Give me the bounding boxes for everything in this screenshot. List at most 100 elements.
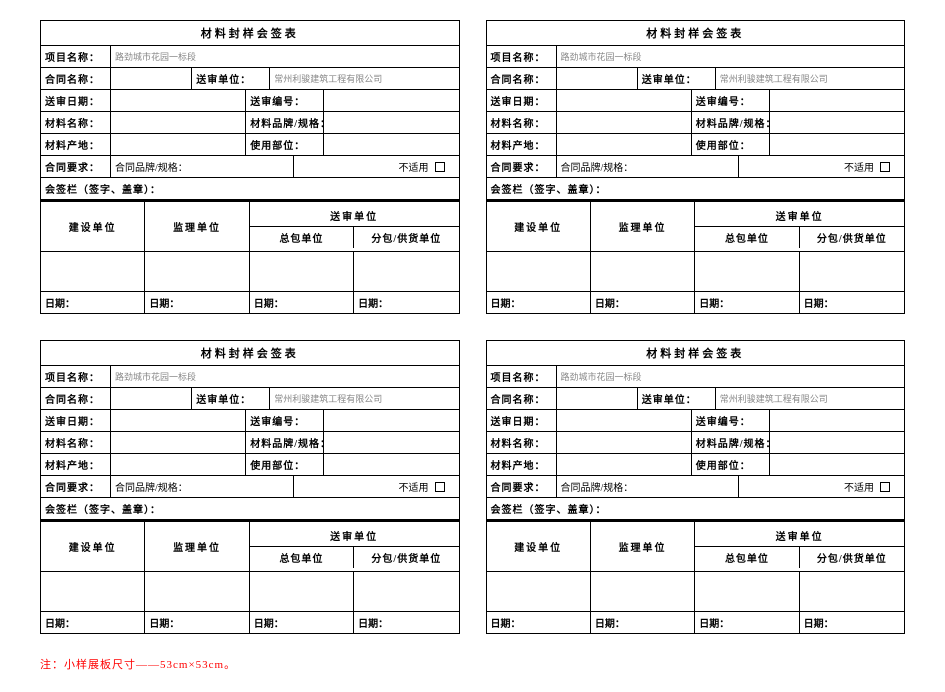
label-material-brand-spec: 材料品牌/规格： [246, 112, 324, 133]
date-general: 日期： [250, 292, 354, 313]
value-material-brand-spec [770, 432, 904, 453]
label-use-location: 使用部位： [692, 134, 770, 155]
hdr-supervise-unit: 监理单位 [591, 522, 695, 571]
value-material-origin [557, 134, 692, 155]
signature-header: 建设单位 监理单位 送审单位 总包单位 分包/供货单位 [41, 200, 459, 252]
label-review-date: 送审日期： [487, 90, 557, 111]
date-cell: 日期： [800, 292, 904, 313]
hdr-supervise-unit: 监理单位 [591, 202, 695, 251]
hdr-sub-supply: 分包/供货单位 [800, 227, 904, 248]
signature-body [487, 572, 905, 612]
date-cell: 日期： [591, 292, 695, 313]
label-material-name: 材料名称： [41, 432, 111, 453]
hdr-supervise-unit: 监理单位 [145, 522, 249, 571]
label-project-name: 项目名称： [41, 46, 111, 67]
hdr-build-unit: 建设单位 [41, 522, 145, 571]
label-contract-name: 合同名称： [41, 388, 111, 409]
label-contract-brand-spec: 合同品牌/规格： [557, 156, 740, 177]
label-review-no: 送审编号： [246, 410, 324, 431]
label-use-location: 使用部位： [246, 454, 324, 475]
label-contract-name: 合同名称： [41, 68, 111, 89]
label-material-brand-spec: 材料品牌/规格： [692, 112, 770, 133]
form-card: 材料封样会签表 项目名称： 路劲城市花园一标段 合同名称： 送审单位： 常州利骏… [486, 340, 906, 634]
label-sign-column: 会签栏（签字、盖章）： [41, 498, 459, 519]
date-cell: 日期： [41, 612, 145, 633]
label-material-name: 材料名称： [41, 112, 111, 133]
value-review-no [324, 90, 458, 111]
footnote: 注：小样展板尺寸——53cm×53cm。 [40, 656, 905, 672]
form-title: 材料封样会签表 [487, 341, 905, 366]
value-material-origin [111, 134, 246, 155]
value-contract-name [111, 68, 192, 89]
value-contract-name [111, 388, 192, 409]
value-project-name: 路劲城市花园一标段 [557, 366, 905, 387]
label-material-origin: 材料产地： [487, 454, 557, 475]
hdr-general-contract: 总包单位 [250, 227, 354, 248]
label-material-origin: 材料产地： [41, 454, 111, 475]
label-contract-req: 合同要求： [487, 476, 557, 497]
label-review-unit: 送审单位： [192, 68, 270, 89]
date-build: 日期： [41, 292, 145, 313]
checkbox-not-applicable[interactable] [880, 162, 890, 172]
value-review-date [111, 90, 246, 111]
label-contract-brand-spec: 合同品牌/规格： [111, 476, 294, 497]
not-applicable-cell: 不适用 [739, 156, 904, 177]
hdr-supervise-unit: 监理单位 [145, 202, 249, 251]
date-sub: 日期： [354, 292, 458, 313]
value-material-brand-spec [770, 112, 904, 133]
value-use-location [324, 134, 458, 155]
value-review-unit: 常州利骏建筑工程有限公司 [716, 68, 904, 89]
signature-date-row: 日期： 日期： 日期： 日期： [487, 292, 905, 313]
label-project-name: 项目名称： [487, 366, 557, 387]
value-review-no [324, 410, 458, 431]
value-review-no [770, 90, 904, 111]
label-not-applicable: 不适用 [399, 159, 429, 174]
value-project-name: 路劲城市花园一标段 [111, 46, 459, 67]
not-applicable-cell: 不适用 [739, 476, 904, 497]
not-applicable-cell: 不适用 [294, 156, 459, 177]
value-review-unit: 常州利骏建筑工程有限公司 [270, 68, 458, 89]
hdr-general-contract: 总包单位 [250, 547, 354, 568]
signature-header: 建设单位 监理单位 送审单位 总包单位 分包/供货单位 [41, 520, 459, 572]
checkbox-not-applicable[interactable] [435, 162, 445, 172]
hdr-general-contract: 总包单位 [695, 547, 799, 568]
label-sign-column: 会签栏（签字、盖章）： [487, 178, 905, 199]
value-contract-name [557, 68, 638, 89]
hdr-general-contract: 总包单位 [695, 227, 799, 248]
label-contract-name: 合同名称： [487, 388, 557, 409]
label-material-origin: 材料产地： [487, 134, 557, 155]
signature-date-row: 日期： 日期： 日期： 日期： [487, 612, 905, 633]
value-contract-name [557, 388, 638, 409]
label-material-origin: 材料产地： [41, 134, 111, 155]
date-cell: 日期： [487, 292, 591, 313]
signature-header: 建设单位 监理单位 送审单位 总包单位 分包/供货单位 [487, 520, 905, 572]
label-contract-req: 合同要求： [487, 156, 557, 177]
label-material-name: 材料名称： [487, 432, 557, 453]
date-cell: 日期： [800, 612, 904, 633]
sig-cell-build [41, 252, 145, 291]
value-use-location [770, 454, 904, 475]
signature-body [41, 572, 459, 612]
label-material-name: 材料名称： [487, 112, 557, 133]
value-material-name [111, 112, 246, 133]
signature-body [487, 252, 905, 292]
checkbox-not-applicable[interactable] [880, 482, 890, 492]
date-cell: 日期： [354, 612, 458, 633]
label-contract-req: 合同要求： [41, 476, 111, 497]
hdr-sub-supply: 分包/供货单位 [354, 227, 458, 248]
value-use-location [770, 134, 904, 155]
label-sign-column: 会签栏（签字、盖章）： [487, 498, 905, 519]
value-review-unit: 常州利骏建筑工程有限公司 [270, 388, 458, 409]
value-material-origin [111, 454, 246, 475]
label-review-date: 送审日期： [41, 410, 111, 431]
hdr-review-unit: 送审单位 [330, 205, 378, 226]
checkbox-not-applicable[interactable] [435, 482, 445, 492]
value-material-brand-spec [324, 432, 458, 453]
date-cell: 日期： [591, 612, 695, 633]
date-supervise: 日期： [145, 292, 249, 313]
hdr-review-unit: 送审单位 [330, 525, 378, 546]
form-card: 材料封样会签表 项目名称： 路劲城市花园一标段 合同名称： 送审单位： 常州利骏… [40, 340, 460, 634]
hdr-sub-supply: 分包/供货单位 [800, 547, 904, 568]
date-cell: 日期： [695, 612, 799, 633]
form-title: 材料封样会签表 [41, 341, 459, 366]
